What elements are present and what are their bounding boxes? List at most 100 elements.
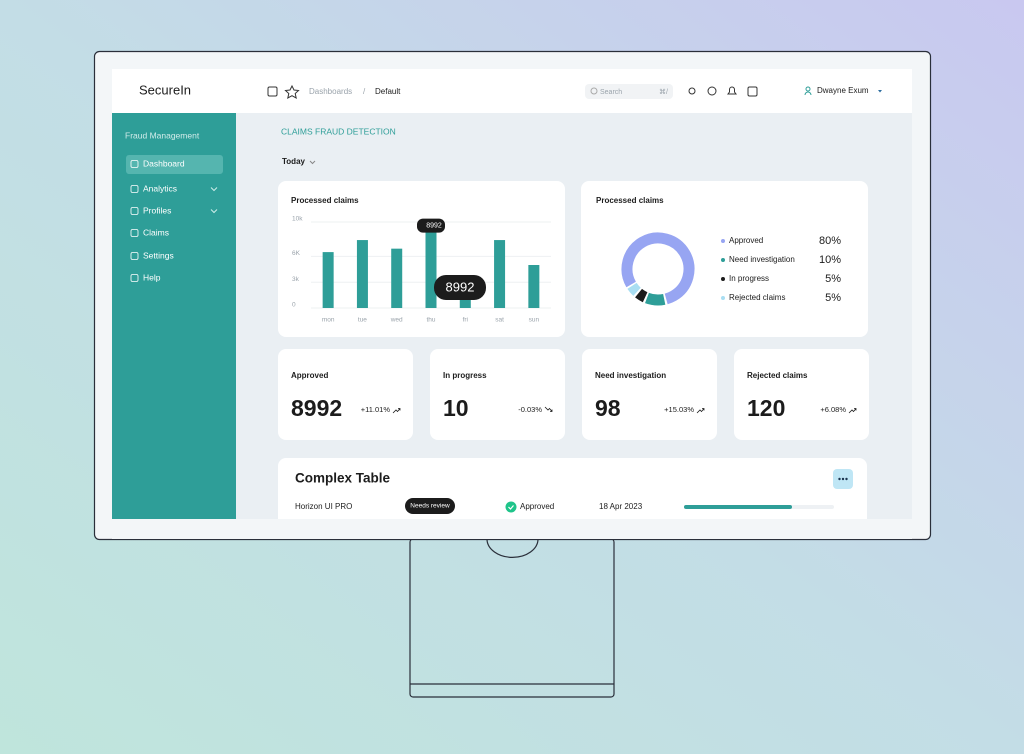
stat-change: +11.01% [361,405,391,414]
bar [528,265,540,308]
x-tick-label: fri [463,317,468,324]
bell-icon[interactable] [727,86,737,95]
x-tick-label: sat [495,317,504,324]
nav-item[interactable]: Settings [143,250,174,260]
chart-title: Processed claims [291,196,359,205]
stat-value: 120 [747,395,785,421]
legend-dot [721,277,725,281]
sidebar [112,113,236,519]
user-name[interactable]: Dwayne Exum [817,86,869,95]
stat-card [278,349,413,440]
legend-label: Need investigation [729,255,795,264]
legend-value: 5% [825,292,841,304]
legend-value: 5% [825,273,841,285]
period-select[interactable]: Today [282,157,306,166]
stat-change: +15.03% [664,405,694,414]
nav-icon [130,160,139,168]
nav-icon [130,252,139,260]
nav-icon [130,229,139,237]
stat-label: Rejected claims [747,371,808,380]
legend-label: Approved [729,236,763,245]
legend-label: Rejected claims [729,293,785,302]
legend-dot [721,239,725,243]
sidebar-toggle[interactable] [267,86,278,97]
trend-icon [848,408,857,414]
tooltip-label: 8992 [446,279,475,294]
stand-notch [486,538,539,558]
card [278,181,565,337]
nav-chevron[interactable] [210,209,218,214]
x-tick-label: tue [358,317,367,324]
x-tick-label: mon [322,317,335,324]
y-tick-label: 6K [292,250,301,257]
legend-value: 80% [819,235,841,247]
badge-text: Needs review [410,503,450,510]
y-tick-label: 10k [292,216,303,223]
status-icon [505,501,517,513]
header [112,69,912,113]
sidebar-section: Fraud Management [125,130,200,140]
bar [322,252,334,308]
user-icon [805,86,811,92]
tooltip [434,275,486,300]
legend-value: 10% [819,254,841,266]
table-title: Complex Table [295,471,391,486]
legend-dot [721,258,725,262]
nav-icon [130,274,139,282]
user-caret[interactable] [878,90,882,93]
brand: SecureIn [139,82,191,97]
row-status: Approved [520,502,554,511]
stat-card [734,349,869,440]
tooltip-label: 8992 [426,223,442,230]
page-title: CLAIMS FRAUD DETECTION [281,126,396,136]
stat-card [582,349,717,440]
bar [494,240,506,308]
progress-bar [684,505,792,509]
dot [838,477,841,481]
nav-chevron[interactable] [210,187,218,192]
stat-value: 8992 [291,395,342,421]
search-shortcut: ⌘/ [659,88,668,96]
nav-item[interactable]: Help [143,272,161,282]
trend-icon [392,408,401,414]
breadcrumb-current: Default [375,87,401,96]
row-name: Horizon UI PRO [295,502,352,511]
table-card [278,458,867,538]
stat-label: In progress [443,371,487,380]
legend-dot [721,296,725,300]
nav-item[interactable]: Profiles [143,205,171,215]
dot [841,477,845,481]
stat-value: 10 [443,395,469,421]
bar [356,240,368,308]
nav-item[interactable]: Dashboard [143,158,185,168]
stat-card [430,349,565,440]
nav-active [126,155,223,174]
bar [425,230,437,308]
x-tick-label: wed [390,317,403,324]
chart-title: Processed claims [596,196,664,205]
breadcrumb-separator: / [363,87,366,96]
period-chevron[interactable] [309,160,316,165]
trend-icon [544,406,553,412]
user-icon-body [804,91,812,96]
breadcrumb[interactable]: Dashboards [309,87,352,96]
legend-label: In progress [729,274,769,283]
nav-item[interactable]: Analytics [143,183,177,193]
star-icon[interactable] [284,84,300,99]
history-icon[interactable] [707,86,717,96]
y-tick-label: 3k [292,276,300,283]
donut-segment [621,232,695,306]
theme-icon[interactable] [688,87,696,95]
search-box[interactable] [585,84,673,99]
bar [459,297,471,308]
stat-value: 98 [595,395,621,421]
stat-change: -0.03% [518,405,542,414]
stat-label: Approved [291,371,328,380]
dot [845,477,848,481]
nav-item[interactable]: Claims [143,227,169,237]
y-tick-label: 0 [292,302,296,309]
panel-icon[interactable] [747,86,758,97]
x-tick-label: sun [529,317,540,324]
trend-icon [696,408,705,414]
